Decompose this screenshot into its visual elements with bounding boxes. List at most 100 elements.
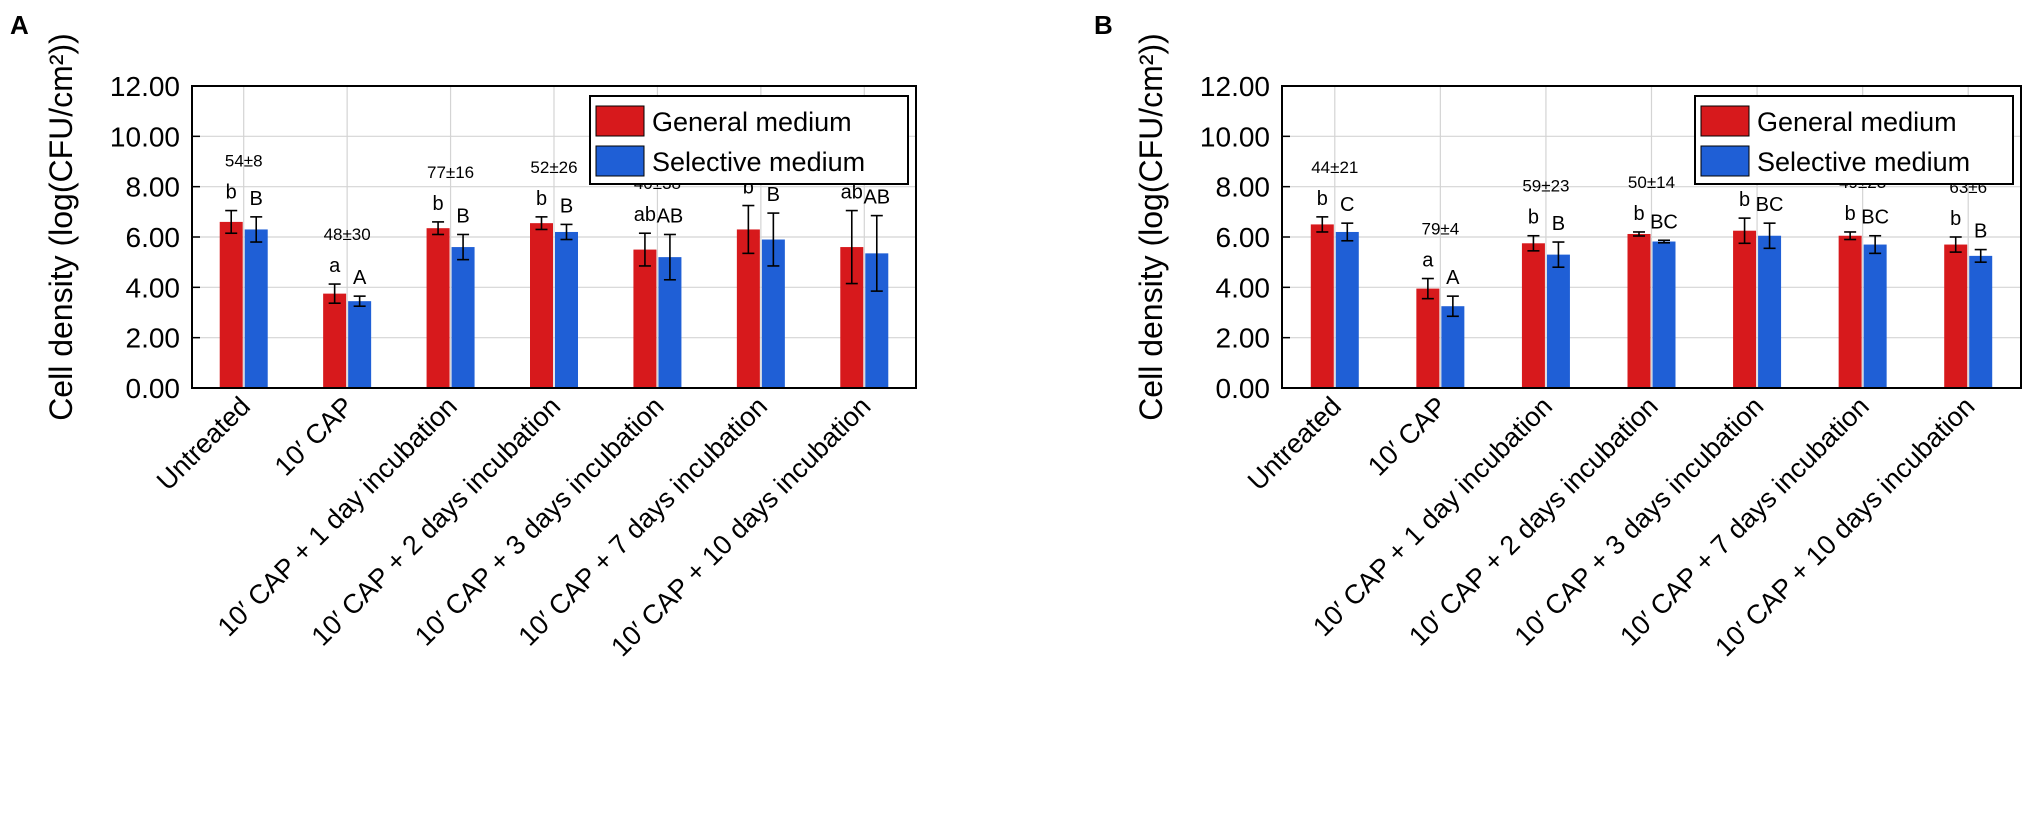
chart-b-sig-letter-general: b bbox=[1528, 207, 1539, 229]
chart-a-ytick-label: 6.00 bbox=[126, 222, 181, 253]
chart-b-bar-general bbox=[1627, 233, 1651, 388]
chart-a-plot-frame bbox=[191, 85, 917, 389]
chart-a-sig-letter-selective: B bbox=[250, 188, 263, 210]
chart-b-ylabel: Cell density (log(CFU/cm²)) bbox=[1133, 33, 1169, 421]
chart-b-sig-letter-selective: BC bbox=[1650, 211, 1678, 233]
chart-a-ytick-label: 12.00 bbox=[110, 71, 180, 102]
chart-a-bar-selective bbox=[865, 253, 889, 388]
chart-b-sig-letter-selective: C bbox=[1340, 194, 1354, 216]
chart-b-bar-general bbox=[1733, 230, 1757, 388]
chart-a-bar-selective bbox=[244, 229, 268, 388]
chart-a-ytick-label: 2.00 bbox=[126, 323, 181, 354]
chart-a-bar-general bbox=[219, 221, 243, 388]
chart-b-sig-letter-general: b bbox=[1845, 203, 1856, 225]
chart-b-sig-letter-selective: BC bbox=[1756, 194, 1784, 216]
chart-a-legend-general: General medium bbox=[652, 107, 852, 137]
chart-a-legend-selective: Selective medium bbox=[652, 147, 865, 177]
chart-b-ytick-label: 0.00 bbox=[1216, 373, 1271, 404]
chart-a-ytick-label: 0.00 bbox=[126, 373, 181, 404]
chart-a-sig-letter-selective: AB bbox=[657, 205, 684, 227]
chart-a-sig-letter-general: b bbox=[433, 193, 444, 215]
chart-a-bar-selective bbox=[348, 301, 372, 388]
chart-a-xtick-label: Untreated bbox=[151, 391, 256, 496]
panel-a-letter: A bbox=[10, 10, 29, 40]
chart-a-sig-letter-general: b bbox=[743, 177, 754, 199]
chart-b-legend-general: General medium bbox=[1757, 107, 1957, 137]
chart-b-sig-letter-selective: B bbox=[1974, 221, 1987, 243]
chart-a-ytick-label: 4.00 bbox=[126, 272, 181, 303]
chart-a-bar-general bbox=[530, 223, 553, 388]
chart-b-bar-general bbox=[1416, 288, 1440, 388]
chart-b-bar-selective bbox=[1546, 254, 1570, 388]
panel-b-letter: B bbox=[1094, 10, 1113, 40]
chart-b-sig-letter-general: b bbox=[1739, 189, 1750, 211]
chart-a-sig-letter-selective: B bbox=[456, 205, 469, 227]
chart-b-xtick-label: Untreated bbox=[1242, 391, 1347, 496]
chart-b-xtick-label: 10′ CAP bbox=[1362, 391, 1453, 482]
chart-b-legend-swatch-general bbox=[1700, 105, 1750, 137]
chart-b-plot-frame bbox=[1281, 85, 2022, 389]
chart-b-bar-selective bbox=[1863, 244, 1887, 388]
chart-a-bar-general bbox=[323, 293, 347, 388]
chart-a-bar-selective bbox=[658, 257, 682, 388]
chart-b-sig-letter-general: b bbox=[1950, 208, 1961, 230]
chart-b-bar-general bbox=[1838, 235, 1862, 388]
chart-b-percent-label: 50±14 bbox=[1628, 173, 1675, 192]
chart-a-legend: General medium Selective medium bbox=[589, 95, 909, 185]
chart-a-xtick-label: 10′ CAP bbox=[269, 391, 360, 482]
chart-a-percent-label: 48±30 bbox=[324, 225, 371, 244]
chart-b-sig-letter-general: b bbox=[1633, 203, 1644, 225]
chart-b-ytick-label: 10.00 bbox=[1200, 121, 1270, 152]
chart-b-bar-selective bbox=[1758, 235, 1782, 388]
chart-a-bar-selective bbox=[761, 239, 785, 388]
chart-a-sig-letter-general: b bbox=[226, 182, 237, 204]
chart-b-bar-selective bbox=[1335, 231, 1359, 388]
chart-b-percent-label: 79±4 bbox=[1422, 220, 1460, 239]
chart-a-sig-letter-selective: B bbox=[560, 195, 573, 217]
chart-a-legend-swatch-selective bbox=[595, 145, 645, 177]
chart-b-bar-general bbox=[1310, 224, 1334, 388]
chart-a-sig-letter-selective: A bbox=[353, 267, 367, 289]
chart-b-bar-selective bbox=[1652, 241, 1676, 388]
chart-a-ylabel: Cell density (log(CFU/cm²)) bbox=[43, 33, 79, 421]
chart-a-sig-letter-selective: B bbox=[767, 184, 780, 206]
chart-a-bar-selective bbox=[555, 231, 578, 388]
chart-b-bar-general bbox=[1944, 244, 1968, 388]
chart-a-ytick-label: 10.00 bbox=[110, 121, 180, 152]
chart-a-bar-general bbox=[736, 229, 760, 388]
chart-a-sig-letter-selective: AB bbox=[863, 187, 890, 209]
chart-b-legend-swatch-selective bbox=[1700, 145, 1750, 177]
chart-b-sig-letter-selective: BC bbox=[1861, 207, 1889, 229]
chart-a-legend-swatch-general bbox=[595, 105, 645, 137]
chart-b-sig-letter-general: b bbox=[1317, 188, 1328, 210]
chart-b-legend: General medium Selective medium bbox=[1694, 95, 2014, 185]
chart-b-sig-letter-selective: B bbox=[1552, 213, 1565, 235]
chart-a-percent-label: 52±26 bbox=[530, 158, 577, 177]
chart-b-bar-selective bbox=[1969, 255, 1993, 388]
chart-b-sig-letter-selective: A bbox=[1446, 267, 1460, 289]
chart-b-ytick-label: 2.00 bbox=[1216, 323, 1271, 354]
chart-a-bar-general bbox=[426, 228, 450, 388]
chart-a-bar-selective bbox=[451, 247, 475, 388]
chart-a-bar-general bbox=[840, 247, 864, 388]
chart-b-bar-general bbox=[1521, 243, 1545, 388]
chart-a-sig-letter-general: ab bbox=[841, 182, 863, 204]
chart-b-sig-letter-general: a bbox=[1422, 250, 1434, 272]
chart-a-sig-letter-general: a bbox=[329, 255, 341, 277]
chart-a-bar-general bbox=[633, 249, 657, 388]
chart-b-percent-label: 44±21 bbox=[1311, 158, 1358, 177]
chart-a-ytick-label: 8.00 bbox=[126, 172, 181, 203]
chart-a-percent-label: 54±8 bbox=[225, 152, 263, 171]
chart-b-percent-label: 59±23 bbox=[1522, 177, 1569, 196]
chart-b-bar-selective bbox=[1441, 306, 1465, 388]
chart-b-ytick-label: 4.00 bbox=[1216, 272, 1271, 303]
chart-b-ytick-label: 6.00 bbox=[1216, 222, 1271, 253]
chart-a-percent-label: 77±16 bbox=[427, 163, 474, 182]
chart-b-legend-selective: Selective medium bbox=[1757, 147, 1970, 177]
chart-a-sig-letter-general: ab bbox=[634, 204, 656, 226]
chart-a-sig-letter-general: b bbox=[536, 188, 547, 210]
chart-b-ytick-label: 12.00 bbox=[1200, 71, 1270, 102]
